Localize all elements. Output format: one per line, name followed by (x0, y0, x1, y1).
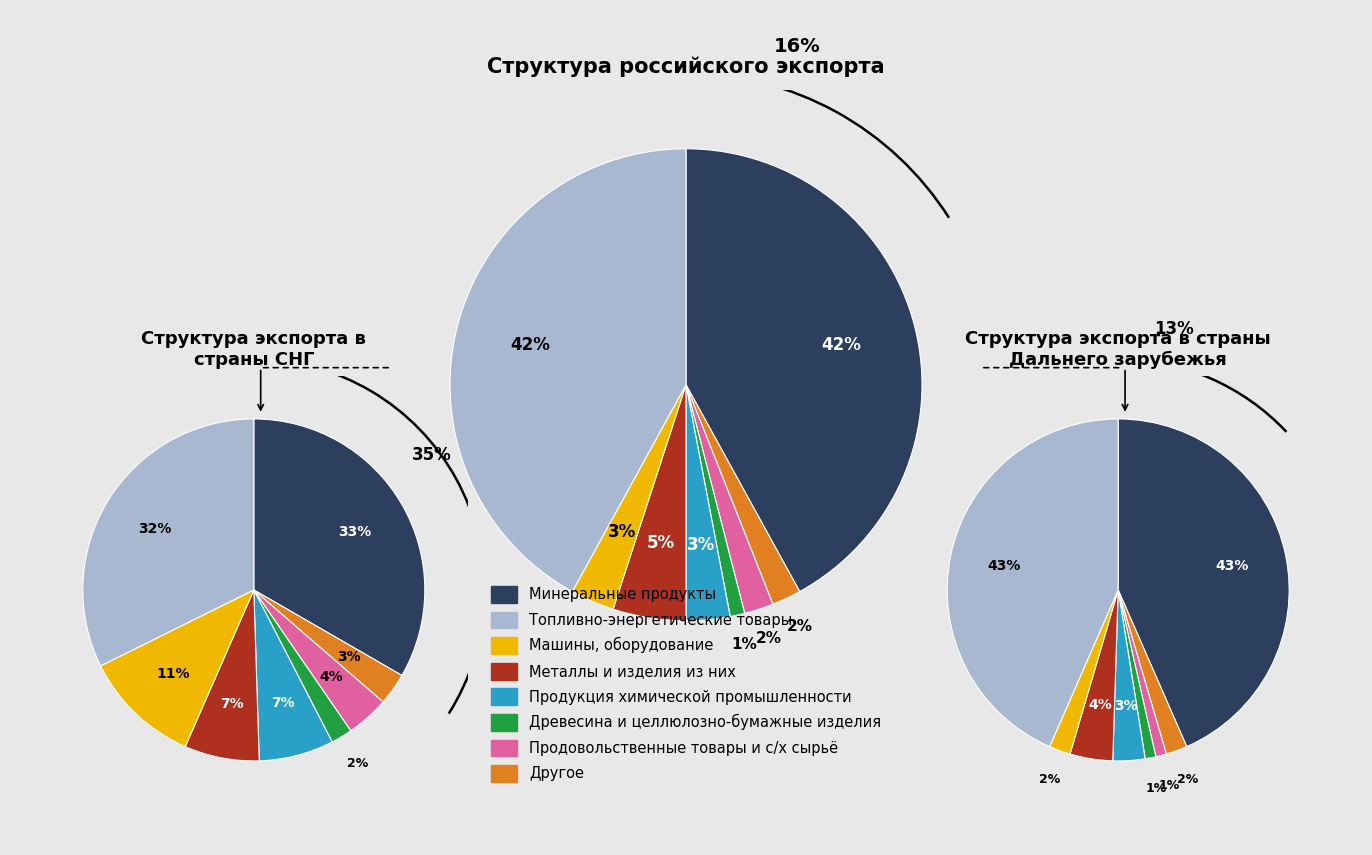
Text: 32%: 32% (139, 522, 172, 535)
Text: 42%: 42% (510, 336, 550, 354)
Text: 3%: 3% (608, 523, 637, 541)
Wedge shape (254, 590, 332, 761)
Text: 4%: 4% (1088, 698, 1111, 711)
Text: 7%: 7% (220, 697, 244, 711)
Wedge shape (1118, 590, 1187, 754)
Text: 1%: 1% (1146, 781, 1168, 794)
Text: 1%: 1% (731, 638, 757, 652)
Text: 7%: 7% (272, 695, 295, 710)
Text: 3%: 3% (1114, 699, 1137, 713)
Wedge shape (100, 590, 254, 746)
Text: 43%: 43% (1216, 559, 1249, 573)
Text: 11%: 11% (156, 667, 191, 681)
Wedge shape (1118, 419, 1290, 746)
Wedge shape (1070, 590, 1118, 761)
Text: 3%: 3% (336, 651, 361, 664)
Title: Структура российского экспорта: Структура российского экспорта (487, 56, 885, 77)
Text: 1%: 1% (1158, 779, 1180, 792)
Text: 5%: 5% (646, 534, 675, 552)
Wedge shape (1118, 590, 1155, 758)
Text: 2%: 2% (1039, 773, 1059, 786)
Wedge shape (450, 149, 686, 592)
Text: 42%: 42% (822, 336, 862, 354)
Wedge shape (686, 149, 922, 592)
Text: 2%: 2% (756, 631, 782, 646)
Text: 4%: 4% (320, 669, 343, 684)
Wedge shape (82, 419, 254, 666)
Wedge shape (185, 590, 259, 761)
Wedge shape (1050, 590, 1118, 754)
Wedge shape (947, 419, 1118, 746)
Wedge shape (686, 385, 800, 604)
Text: 35%: 35% (412, 446, 451, 464)
Text: 2%: 2% (1177, 773, 1198, 786)
Text: 33%: 33% (338, 525, 372, 539)
Wedge shape (686, 385, 730, 621)
Text: 2%: 2% (347, 757, 368, 770)
Wedge shape (254, 590, 351, 742)
Text: 2%: 2% (786, 618, 812, 634)
Title: Структура экспорта в страны
Дальнего зарубежья: Структура экспорта в страны Дальнего зар… (966, 330, 1270, 369)
Text: 13%: 13% (1154, 321, 1194, 339)
Text: 43%: 43% (988, 559, 1021, 573)
Title: Структура экспорта в
страны СНГ: Структура экспорта в страны СНГ (141, 330, 366, 369)
Wedge shape (254, 419, 425, 675)
Wedge shape (254, 590, 402, 702)
Wedge shape (686, 385, 772, 613)
Legend: Минеральные продукты, Топливно-энергетические товары, Машины, оборудование, Мета: Минеральные продукты, Топливно-энергетич… (486, 581, 886, 787)
Wedge shape (572, 385, 686, 609)
Wedge shape (254, 590, 383, 731)
Wedge shape (613, 385, 686, 621)
Text: 16%: 16% (774, 37, 820, 56)
Text: 3%: 3% (687, 535, 715, 553)
Wedge shape (1118, 590, 1166, 757)
Wedge shape (686, 385, 745, 616)
Wedge shape (1113, 590, 1146, 761)
